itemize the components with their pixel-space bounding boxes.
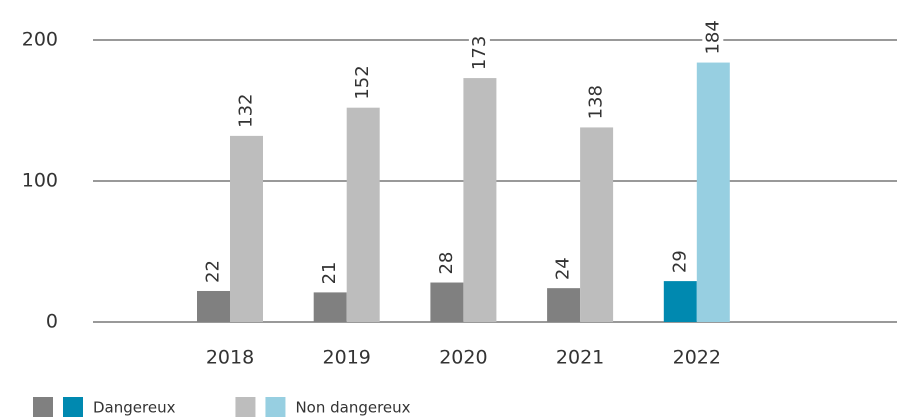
legend-swatch (63, 397, 83, 417)
bar (197, 290, 230, 322)
value-label: 29 (669, 250, 690, 273)
value-label-bg (702, 17, 724, 58)
value-label-group: 28 (435, 248, 457, 278)
x-tick-label: 2021 (556, 347, 604, 369)
value-label-bg (235, 90, 257, 131)
legend-swatch (33, 397, 53, 417)
x-tick-label: 2022 (673, 347, 721, 369)
x-tick-label: 2018 (206, 347, 254, 369)
bar (547, 288, 581, 322)
legend-swatch (235, 397, 256, 417)
value-label: 22 (203, 260, 224, 283)
value-label-bg (552, 254, 574, 284)
value-label: 28 (436, 252, 457, 275)
bar (346, 107, 380, 323)
value-label-group: 22 (202, 257, 224, 286)
y-tick-label: 200 (22, 29, 58, 51)
bar (463, 78, 497, 322)
value-label-group: 152 (352, 62, 374, 103)
value-label-bg (468, 32, 490, 74)
value-label-group: 132 (235, 90, 257, 131)
value-label: 138 (586, 85, 607, 119)
bar (580, 127, 614, 322)
y-tick-label: 0 (46, 311, 58, 333)
value-label: 184 (702, 20, 723, 54)
value-label-group: 21 (319, 258, 341, 288)
value-label-bg (319, 258, 341, 288)
value-label-bg (585, 82, 607, 123)
bar (663, 281, 697, 322)
bar (313, 292, 347, 322)
legend-swatch (265, 397, 286, 417)
x-tick-label: 2019 (323, 347, 371, 369)
value-label: 173 (469, 36, 490, 70)
value-label-group: 29 (669, 247, 691, 277)
value-label-group: 184 (702, 17, 724, 58)
x-tick-label: 2020 (439, 347, 487, 369)
value-label-group: 138 (585, 82, 607, 123)
bar (430, 282, 464, 322)
bar (696, 62, 730, 323)
value-label-group: 24 (552, 254, 574, 284)
value-label: 21 (319, 261, 340, 284)
value-label-group: 173 (468, 32, 490, 74)
value-label: 132 (236, 94, 257, 128)
legend-label: Dangereux (93, 399, 176, 417)
value-label: 24 (553, 257, 574, 280)
value-label: 152 (352, 65, 373, 99)
value-label-bg (435, 248, 457, 278)
bar (230, 135, 263, 322)
y-tick-label: 100 (22, 170, 58, 192)
value-label-bg (202, 257, 224, 286)
value-label-bg (352, 62, 374, 103)
value-label-bg (669, 247, 691, 277)
legend-label: Non dangereux (295, 399, 410, 417)
